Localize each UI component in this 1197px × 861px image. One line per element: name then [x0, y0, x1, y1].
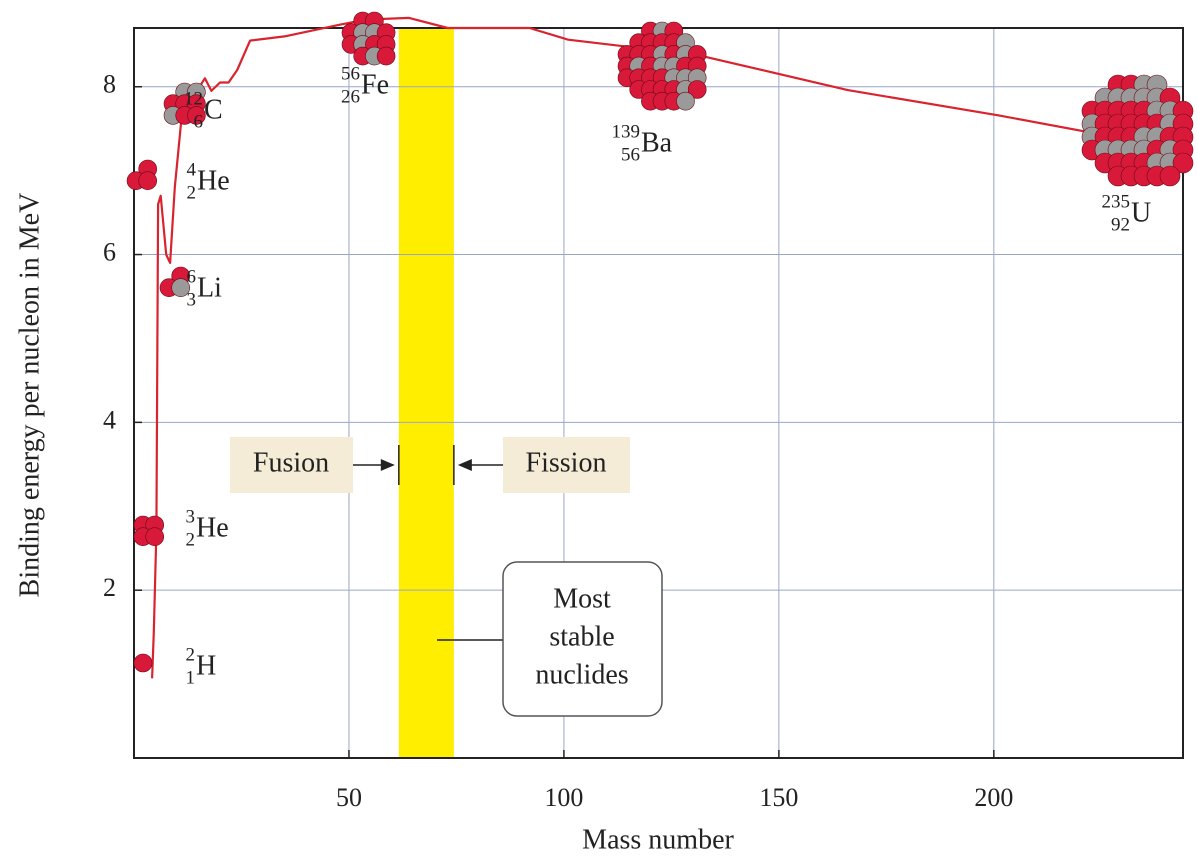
mass-number: 139 — [612, 121, 641, 142]
stable-band — [399, 28, 454, 758]
x-tick-label: 150 — [759, 783, 798, 812]
nucleon — [677, 92, 695, 110]
x-tick-label: 50 — [336, 783, 362, 812]
page: Mass number Binding energy per nucleon i… — [0, 0, 1197, 861]
mass-number: 2 — [186, 644, 196, 665]
mass-number: 235 — [1102, 191, 1131, 212]
element-symbol: Ba — [641, 127, 673, 158]
x-tick-label: 100 — [544, 783, 583, 812]
atomic-number: 3 — [187, 289, 197, 310]
atomic-number: 6 — [194, 111, 204, 132]
nucleus — [160, 267, 190, 297]
nucleus — [1082, 75, 1193, 186]
callout-text: nuclides — [535, 659, 628, 690]
y-tick-label: 6 — [103, 238, 116, 267]
y-axis-title: Binding energy per nucleon in MeV — [14, 193, 45, 598]
element-symbol: He — [197, 165, 230, 196]
atomic-number: 1 — [186, 667, 196, 688]
y-tick-label: 4 — [103, 405, 116, 434]
nucleus — [618, 22, 706, 110]
nucleon — [146, 528, 164, 546]
element-symbol: H — [196, 650, 216, 681]
nucleus — [342, 12, 395, 65]
mass-number: 6 — [187, 266, 197, 287]
atomic-number: 92 — [1111, 214, 1130, 235]
nucleus — [127, 160, 157, 190]
element-symbol: Li — [197, 272, 222, 303]
line — [152, 18, 1183, 678]
fission-label: Fission — [526, 447, 607, 478]
atomic-number: 2 — [187, 182, 197, 203]
nucleon — [134, 654, 152, 672]
nucleus — [134, 516, 164, 546]
nucleus — [134, 654, 152, 672]
mass-number: 56 — [341, 63, 360, 84]
arrow-head — [458, 459, 472, 471]
mass-number: 4 — [187, 159, 197, 180]
element-symbol: He — [196, 512, 229, 543]
atomic-number: 2 — [186, 529, 196, 550]
fusion-label: Fusion — [253, 447, 329, 478]
callout-text: Most — [553, 583, 611, 614]
y-tick-label: 8 — [103, 70, 116, 99]
atomic-number: 56 — [621, 144, 640, 165]
element-symbol: C — [204, 94, 223, 125]
element-symbol: U — [1131, 197, 1151, 228]
chart: Mass number Binding energy per nucleon i… — [0, 0, 1197, 861]
y-tick-label: 2 — [103, 573, 116, 602]
nucleon — [139, 172, 157, 190]
arrow-head — [381, 459, 395, 471]
nucleon — [1160, 166, 1180, 186]
x-axis-title: Mass number — [582, 824, 734, 855]
element-symbol: Fe — [361, 69, 389, 100]
nucleon — [377, 47, 395, 65]
mass-number: 3 — [186, 506, 196, 527]
mass-number: 12 — [184, 88, 203, 109]
callout-text: stable — [549, 621, 614, 652]
atomic-number: 26 — [341, 86, 360, 107]
x-tick-label: 200 — [974, 783, 1013, 812]
